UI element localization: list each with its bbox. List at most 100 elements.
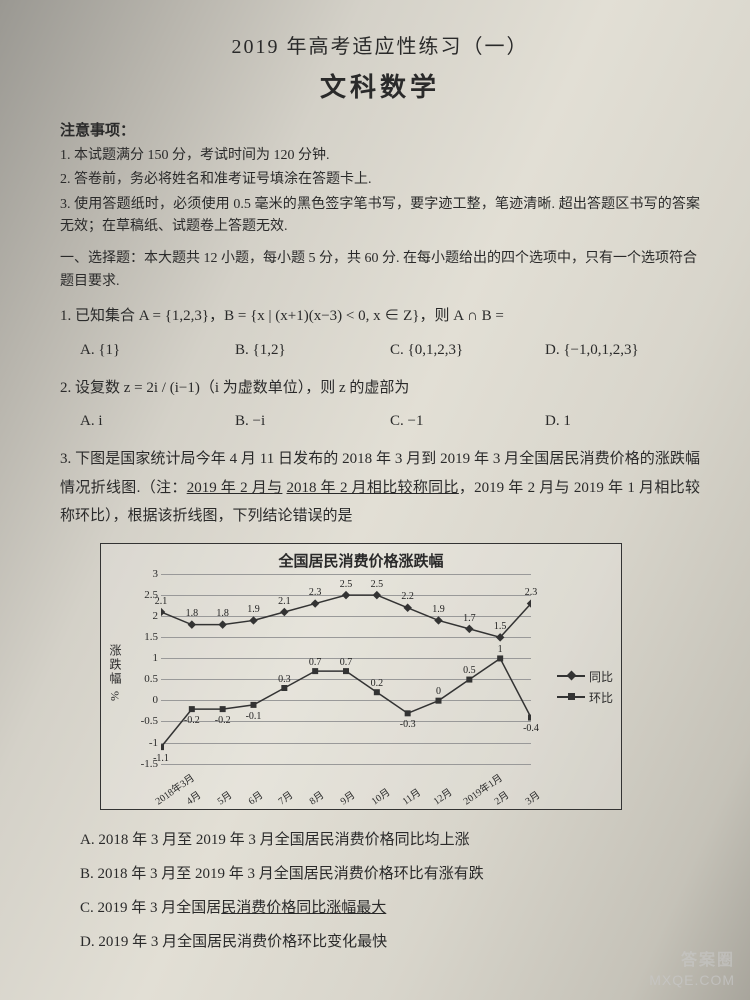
- chart-marker: [281, 685, 287, 691]
- data-label: -0.3: [400, 719, 416, 730]
- question-1-options: A. {1} B. {1,2} C. {0,1,2,3} D. {−1,0,1,…: [80, 339, 700, 362]
- q2-option-b: B. −i: [235, 410, 390, 433]
- chart-marker: [343, 668, 349, 674]
- y-tick: 1.5: [136, 631, 158, 643]
- chart-marker: [249, 616, 257, 624]
- q1-option-c: C. {0,1,2,3}: [390, 339, 545, 362]
- data-label: 2.5: [371, 579, 384, 590]
- question-1: 1. 已知集合 A = {1,2,3}，B = {x | (x+1)(x−3) …: [60, 302, 700, 331]
- y-tick: 3: [136, 568, 158, 580]
- data-label: 0: [436, 686, 441, 697]
- data-label: 1.5: [494, 621, 507, 632]
- legend-label-2: 环比: [589, 689, 613, 706]
- chart-marker: [251, 702, 257, 708]
- q1-option-a: A. {1}: [80, 339, 235, 362]
- data-label: 1.9: [247, 604, 260, 615]
- x-tick: 7月: [275, 786, 296, 807]
- y-tick: 2: [136, 610, 158, 622]
- watermark-line1: 答案圈: [681, 946, 735, 970]
- data-label: 2.1: [155, 596, 168, 607]
- chart-marker: [466, 676, 472, 682]
- chart-marker: [311, 599, 319, 607]
- y-tick: -0.5: [136, 715, 158, 727]
- q2-option-a: A. i: [80, 410, 235, 433]
- square-marker-icon: [568, 693, 575, 700]
- data-label: 0.3: [278, 674, 291, 685]
- q1-option-d: D. {−1,0,1,2,3}: [545, 339, 700, 362]
- chart-marker: [497, 655, 503, 661]
- q2-option-c: C. −1: [390, 410, 545, 433]
- data-label: 2.5: [340, 579, 353, 590]
- y-tick: 0.5: [136, 673, 158, 685]
- chart-marker: [374, 689, 380, 695]
- chart-marker: [436, 697, 442, 703]
- question-3: 3. 下图是国家统计局今年 4 月 11 日发布的 2018 年 3 月到 20…: [60, 445, 700, 531]
- chart-marker: [405, 710, 411, 716]
- notice-item-1: 1. 本试题满分 150 分，考试时间为 120 分钟.: [60, 145, 700, 167]
- q3-option-b: B. 2018 年 3 月至 2019 年 3 月全国居民消费价格环比有涨有跌: [80, 862, 700, 886]
- data-label: 2.1: [278, 596, 291, 607]
- notice-header: 注意事项：: [60, 119, 700, 140]
- chart-marker: [189, 706, 195, 712]
- question-2-options: A. i B. −i C. −1 D. 1: [80, 410, 700, 433]
- y-tick: 1: [136, 652, 158, 664]
- chart-marker: [528, 714, 531, 720]
- data-label: 1.7: [463, 613, 476, 624]
- q3-underline-1: 2019 年 2 月与: [187, 480, 283, 496]
- diamond-marker-icon: [567, 671, 577, 681]
- data-label: 1.9: [432, 604, 445, 615]
- legend-huanbi: 环比: [557, 689, 613, 706]
- chart-marker: [373, 591, 381, 599]
- x-tick: 5月: [213, 786, 234, 807]
- grid-line: [161, 764, 531, 765]
- chart-marker: [161, 744, 164, 750]
- notice-item-2: 2. 答卷前，务必将姓名和准考证号填涂在答题卡上.: [60, 169, 700, 191]
- x-tick: 11月: [398, 784, 423, 808]
- data-label: 1.8: [216, 608, 229, 619]
- data-label: 2.2: [401, 591, 414, 602]
- data-label: -0.2: [184, 715, 200, 726]
- chart-marker: [403, 603, 411, 611]
- data-label: -0.1: [246, 711, 262, 722]
- x-tick: 9月: [336, 786, 357, 807]
- chart-marker: [280, 607, 288, 615]
- data-label: 1: [498, 644, 503, 655]
- chart-marker: [465, 624, 473, 632]
- section-1-header: 一、选择题：本大题共 12 小题，每小题 5 分，共 60 分. 在每小题给出的…: [60, 247, 700, 295]
- data-label: 0.7: [340, 657, 353, 668]
- notice-item-3: 3. 使用答题纸时，必须使用 0.5 毫米的黑色签字笔书写，要字迹工整，笔迹清晰…: [60, 194, 700, 239]
- data-label: 0.7: [309, 657, 322, 668]
- chart-marker: [342, 591, 350, 599]
- data-label: 2.3: [309, 587, 322, 598]
- data-label: 2.3: [525, 587, 538, 598]
- data-label: 0.2: [371, 678, 384, 689]
- legend-label-1: 同比: [589, 668, 613, 685]
- chart-marker: [218, 620, 226, 628]
- data-label: 0.5: [463, 665, 476, 676]
- cpi-chart: 全国居民消费价格涨跌幅 涨跌幅 % -1.5-1-0.500.511.522.5…: [100, 543, 622, 810]
- chart-title: 全国居民消费价格涨跌幅: [101, 544, 621, 573]
- data-label: -0.2: [215, 715, 231, 726]
- x-tick: 12月: [429, 783, 454, 807]
- data-label: -1.1: [153, 753, 169, 764]
- x-tick: 10月: [367, 783, 392, 807]
- q3-underline-2: 2018 年 2 月相比较称同比: [286, 480, 458, 496]
- chart-marker: [161, 607, 165, 615]
- y-tick: 0: [136, 694, 158, 706]
- x-tick: 3月: [521, 786, 542, 807]
- q2-option-d: D. 1: [545, 410, 700, 433]
- exam-sub-title: 文科数学: [60, 67, 700, 104]
- legend-tongbi: 同比: [557, 668, 613, 685]
- exam-main-title: 2019 年高考适应性练习（一）: [60, 30, 700, 59]
- watermark-line2: MXQE.COM: [649, 972, 735, 988]
- chart-marker: [434, 616, 442, 624]
- x-tick: 8月: [306, 786, 327, 807]
- q3-option-a: A. 2018 年 3 月至 2019 年 3 月全国居民消费价格同比均上涨: [80, 828, 700, 852]
- data-label: -0.4: [523, 723, 539, 734]
- chart-y-label: 涨跌幅 %: [107, 644, 124, 703]
- chart-marker: [220, 706, 226, 712]
- chart-legend: 同比 环比: [557, 664, 613, 710]
- data-label: 1.8: [186, 608, 199, 619]
- chart-marker: [188, 620, 196, 628]
- chart-marker: [312, 668, 318, 674]
